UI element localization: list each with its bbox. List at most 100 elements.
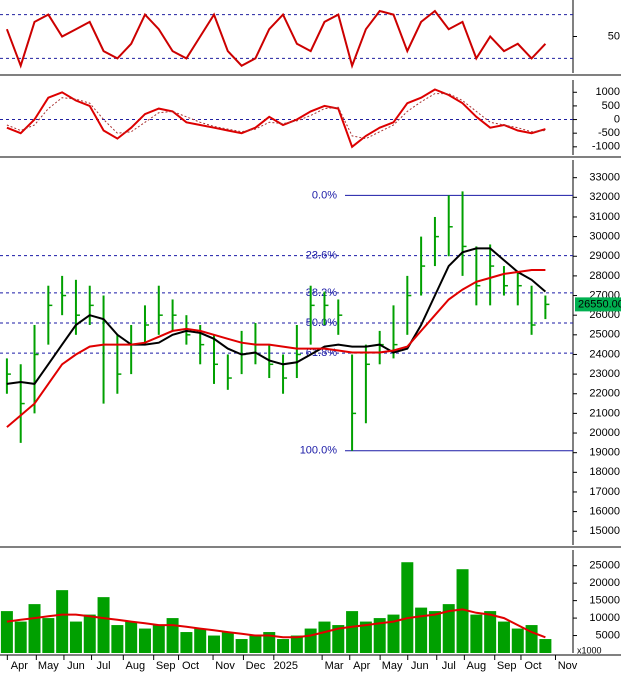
volume-bar xyxy=(83,614,96,653)
x-tick-label: May xyxy=(382,660,403,672)
volume-bar xyxy=(208,635,221,653)
volume-bar xyxy=(56,590,69,653)
x-tick-label: May xyxy=(38,660,59,672)
series-line xyxy=(6,88,546,149)
y-tick-label: 25000 xyxy=(589,329,620,341)
y-tick-label: 5000 xyxy=(596,629,620,641)
volume-bar xyxy=(497,621,510,653)
volume-bar xyxy=(484,611,497,653)
y-tick-label: 15000 xyxy=(589,525,620,537)
fib-label: 100.0% xyxy=(300,445,338,457)
y-tick-label: 20000 xyxy=(589,577,620,589)
y-tick-label: 32000 xyxy=(589,191,620,203)
x-tick-label: Jun xyxy=(67,660,85,672)
volume-bar xyxy=(180,632,193,653)
unit-label: x1000 xyxy=(577,645,602,655)
fib-label: 50.0% xyxy=(306,317,337,329)
x-tick-label: Nov xyxy=(558,660,578,672)
y-tick-label: 500 xyxy=(602,100,620,112)
volume-bar xyxy=(442,604,455,653)
volume-bar xyxy=(456,569,469,653)
volume-bar xyxy=(525,625,538,653)
x-tick-label: 2025 xyxy=(274,660,298,672)
volume-bar xyxy=(14,621,27,653)
y-tick-label: 10000 xyxy=(589,612,620,624)
y-tick-label: 21000 xyxy=(589,407,620,419)
y-tick-label: 24000 xyxy=(589,348,620,360)
volume-bar xyxy=(152,625,165,653)
volume-bar xyxy=(304,628,317,653)
series-line xyxy=(6,608,546,639)
volume-bar xyxy=(470,614,483,653)
y-tick-label: -500 xyxy=(598,127,620,139)
volume-bar xyxy=(332,625,345,653)
y-tick-label: 30000 xyxy=(589,231,620,243)
y-tick-label: 29000 xyxy=(589,250,620,262)
fib-label: 23.6% xyxy=(306,250,337,262)
series-line xyxy=(6,247,547,385)
fib-label: 38.2% xyxy=(306,287,337,299)
volume-bar xyxy=(318,621,331,653)
volume-bar xyxy=(69,621,82,653)
volume-bar xyxy=(511,628,524,653)
y-tick-label: 31000 xyxy=(589,211,620,223)
x-tick-label: Apr xyxy=(11,660,28,672)
x-tick-label: Nov xyxy=(215,660,235,672)
x-tick-label: Apr xyxy=(353,660,370,672)
volume-bar xyxy=(97,597,110,653)
volume-bar xyxy=(125,621,138,653)
volume-bar xyxy=(359,621,372,653)
y-tick-label: 26000 xyxy=(589,309,620,321)
x-tick-label: Aug xyxy=(467,660,487,672)
y-tick-label: 0 xyxy=(614,113,620,125)
y-tick-label: 16000 xyxy=(589,506,620,518)
volume-bar xyxy=(387,614,400,653)
volume-bar xyxy=(166,618,179,653)
last-price-box xyxy=(575,297,621,312)
volume-bar xyxy=(290,635,303,653)
y-tick-label: 20000 xyxy=(589,427,620,439)
series-line xyxy=(6,93,546,140)
volume-bar xyxy=(42,618,55,653)
volume-bar xyxy=(138,628,151,653)
y-tick-label: 33000 xyxy=(589,172,620,184)
volume-bar xyxy=(194,628,207,653)
volume-bar xyxy=(373,618,386,653)
y-tick-label: 22000 xyxy=(589,388,620,400)
y-tick-label: 19000 xyxy=(589,447,620,459)
volume-bar xyxy=(277,639,290,653)
y-tick-label: -1000 xyxy=(592,141,620,153)
volume-bar xyxy=(28,604,41,653)
y-tick-label: 23000 xyxy=(589,368,620,380)
volume-bar xyxy=(111,625,124,653)
volume-bar xyxy=(415,607,428,653)
volume-bar xyxy=(428,611,441,653)
last-price-label: 26550.00 xyxy=(578,298,621,310)
volume-bar xyxy=(263,632,276,653)
x-tick-label: Aug xyxy=(126,660,146,672)
volume-bar xyxy=(235,639,248,653)
x-tick-label: Jun xyxy=(411,660,429,672)
x-tick-label: Dec xyxy=(246,660,266,672)
volume-bar xyxy=(539,639,552,653)
x-tick-label: Oct xyxy=(182,660,199,672)
x-tick-label: Sep xyxy=(497,660,517,672)
x-tick-label: Mar xyxy=(325,660,344,672)
y-tick-label: 50 xyxy=(608,30,620,42)
volume-bar xyxy=(221,632,234,653)
fib-label: 0.0% xyxy=(312,189,337,201)
y-tick-label: 28000 xyxy=(589,270,620,282)
volume-bar xyxy=(0,611,13,653)
series-line xyxy=(6,269,546,428)
volume-bar xyxy=(401,562,414,653)
x-tick-label: Sep xyxy=(156,660,176,672)
y-tick-label: 25000 xyxy=(589,560,620,572)
volume-bar xyxy=(346,611,359,653)
x-tick-label: Jul xyxy=(97,660,111,672)
y-tick-label: 1000 xyxy=(596,86,620,98)
y-tick-label: 18000 xyxy=(589,466,620,478)
x-tick-label: Jul xyxy=(442,660,456,672)
y-tick-label: 15000 xyxy=(589,595,620,607)
volume-bar xyxy=(249,635,262,653)
